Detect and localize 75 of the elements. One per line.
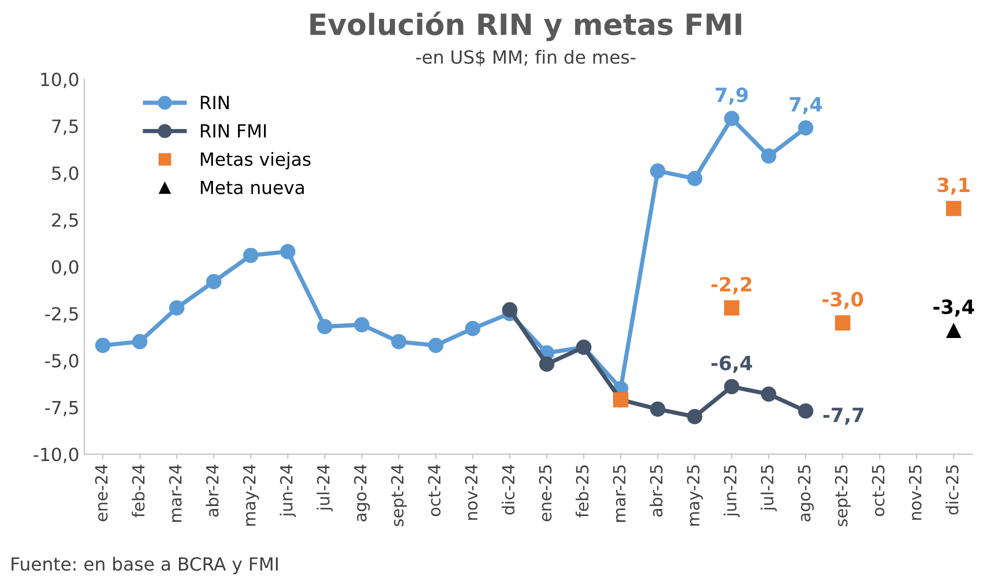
data-label: -7,7 <box>823 408 864 425</box>
point <box>650 163 666 179</box>
data-label: 3,1 <box>938 178 970 195</box>
point <box>132 334 148 350</box>
x-tick-label: abr-24 <box>206 464 219 517</box>
x-tick-label: ene-25 <box>538 465 552 522</box>
x-tick-label: oct-24 <box>428 464 441 516</box>
point <box>243 248 258 264</box>
x-tick-label: dic-24 <box>502 464 515 515</box>
x-tick-label: jun-25 <box>724 465 740 518</box>
y-tick-label: -7,5 <box>45 400 78 416</box>
point <box>724 300 740 316</box>
x-tick-label: nov-25 <box>908 465 922 520</box>
data-label: 7,9 <box>716 88 748 105</box>
x-tick-label: may-25 <box>686 465 703 526</box>
point <box>206 274 222 290</box>
point <box>798 120 814 136</box>
x-tick-label: feb-25 <box>576 465 589 518</box>
point <box>317 318 332 334</box>
legend-label: RIN FMI <box>200 124 266 138</box>
x-tick-label: ago-24 <box>354 464 370 522</box>
point <box>354 317 370 332</box>
x-tick-label: ago-25 <box>798 465 814 522</box>
legend-label: Metas viejas <box>200 152 311 170</box>
point <box>946 322 962 338</box>
point <box>724 379 740 394</box>
point <box>539 356 554 372</box>
x-tick-label: nov-24 <box>464 464 478 520</box>
y-tick-label: 7,5 <box>52 120 78 135</box>
point <box>946 200 962 216</box>
y-tick-label: 2,5 <box>52 213 78 229</box>
legend-label: Meta nueva <box>200 180 304 194</box>
y-tick-label: -10,0 <box>34 448 78 464</box>
point <box>761 148 776 164</box>
y-tick-label: 5,0 <box>52 166 78 182</box>
data-label: -3,0 <box>822 292 864 310</box>
point <box>798 403 814 419</box>
legend-label: RIN <box>200 96 229 110</box>
point <box>391 334 406 350</box>
x-tick-label: jun-24 <box>280 464 296 518</box>
data-label: -6,4 <box>712 356 752 373</box>
y-tick-label: 0,0 <box>52 260 78 276</box>
point <box>95 338 110 354</box>
x-tick-label: sept-25 <box>834 465 851 526</box>
point <box>465 320 480 336</box>
chart-subtitle: -en US$ MM; fin de mes- <box>416 50 636 66</box>
point <box>835 315 850 331</box>
data-label: -3,4 <box>933 299 974 317</box>
point <box>687 170 702 186</box>
x-tick-label: mar-25 <box>612 465 626 522</box>
y-tick-label: 10,0 <box>41 72 78 88</box>
chart-title: Evolución RIN y metas FMI <box>310 12 742 42</box>
source-note: Fuente: en base a BCRA y FMI <box>12 556 278 574</box>
point <box>428 338 444 354</box>
x-tick-label: feb-24 <box>132 464 145 518</box>
data-label: -2,2 <box>712 276 752 294</box>
y-tick-label: -5,0 <box>45 354 78 370</box>
x-tick-label: ene-24 <box>95 464 108 522</box>
point <box>169 300 184 316</box>
x-tick-label: dic-25 <box>946 465 958 515</box>
data-label: 7,4 <box>790 97 822 114</box>
y-tick-label: -2,5 <box>45 306 78 322</box>
x-tick-label: mar-24 <box>169 464 182 522</box>
point <box>687 409 702 424</box>
x-tick-label: jul-24 <box>316 464 333 512</box>
x-tick-label: jul-25 <box>760 465 777 512</box>
x-tick-label: oct-25 <box>872 465 885 516</box>
x-tick-label: sept-24 <box>390 464 407 526</box>
point <box>761 386 776 402</box>
point <box>650 402 666 417</box>
x-tick-label: abr-25 <box>650 465 663 517</box>
point <box>724 110 740 126</box>
point <box>280 244 296 260</box>
x-tick-label: may-24 <box>243 464 259 526</box>
point <box>502 302 518 318</box>
